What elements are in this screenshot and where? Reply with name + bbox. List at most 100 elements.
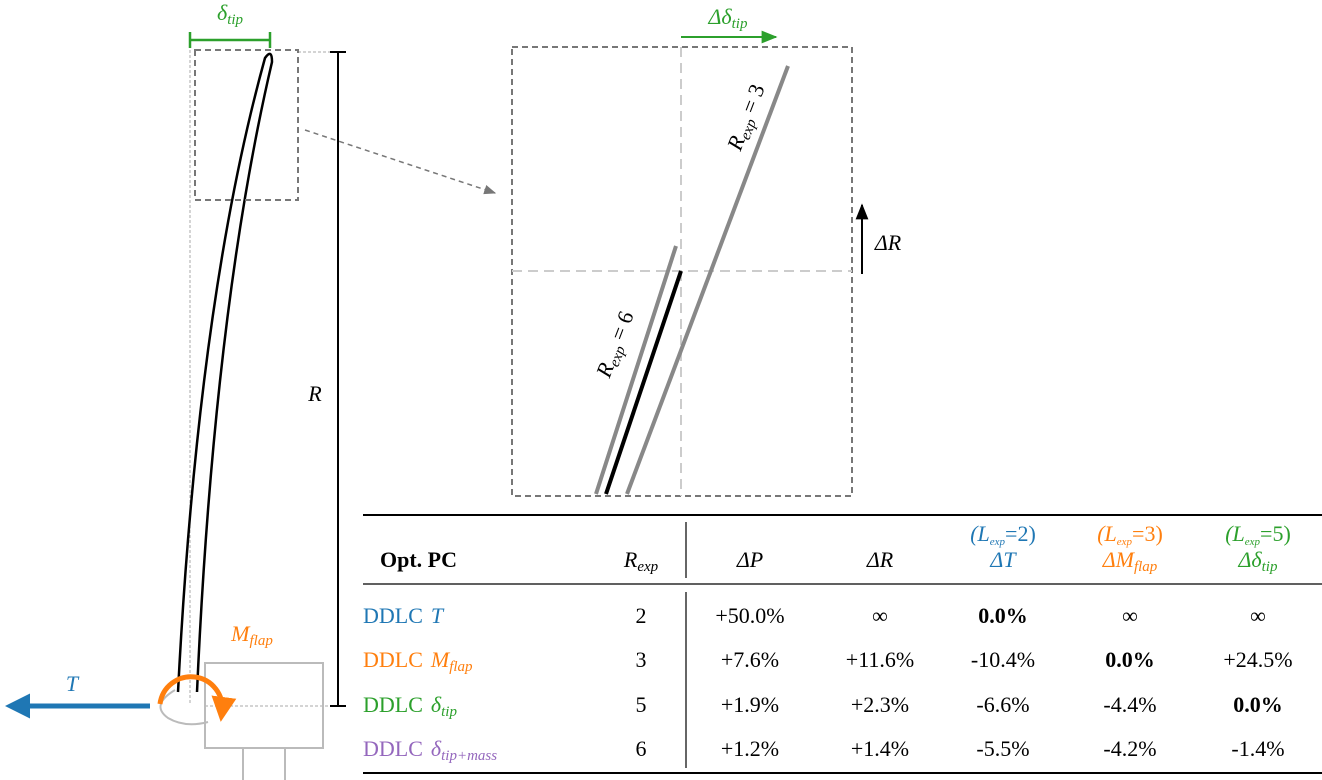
text-part: ΔT [989, 547, 1017, 572]
text-part: 3 [636, 647, 647, 672]
table [363, 514, 1322, 774]
text-part: T [66, 671, 80, 696]
text-part: exp [1117, 536, 1133, 548]
text-part: Opt. PC [380, 547, 457, 572]
text-part: Δδ [1238, 547, 1263, 572]
text-part: 0.0% [1233, 692, 1283, 717]
text-part: -10.4% [971, 647, 1035, 672]
text-part: ∞ [872, 603, 888, 628]
text-part: +11.6% [846, 647, 914, 672]
text-part: M [230, 621, 251, 646]
cell: -6.6% [976, 692, 1029, 717]
text-part: exp [607, 344, 630, 370]
column-header: Opt. PC [380, 547, 457, 572]
text-part: ΔP [736, 547, 763, 572]
curve-label: Rexp = 3 [721, 81, 772, 156]
nacelle [204, 662, 324, 749]
blade-diagram [5, 32, 497, 780]
row-label: DDLC δtip [363, 692, 457, 720]
text-part: tip [732, 16, 748, 32]
flap-moment-arrow [157, 674, 237, 722]
curve-r3 [625, 65, 790, 495]
text-part: δ [431, 692, 442, 717]
text-part: +50.0% [715, 603, 784, 628]
text-part: -4.4% [1103, 692, 1156, 717]
text-part: ∞ [1122, 603, 1138, 628]
text-part: tip [1262, 559, 1278, 575]
text-part: 0.0% [1105, 647, 1155, 672]
text-part: 0.0% [978, 603, 1028, 628]
text-part: flap [249, 633, 273, 649]
text-part: DDLC [363, 647, 423, 672]
cell: 0.0% [1233, 692, 1283, 717]
text-part: (L [970, 521, 990, 546]
text-part: flap [449, 659, 473, 675]
zoom-region [194, 49, 299, 201]
text-part: (L [1225, 521, 1245, 546]
cell: +7.6% [721, 647, 779, 672]
text-part: exp [1245, 536, 1261, 548]
text-part: ΔM [1102, 547, 1136, 572]
column-note: (Lexp=5) [1225, 521, 1291, 547]
text-part: DDLC [363, 692, 423, 717]
cell: +1.2% [721, 736, 779, 761]
text-part: DDLC [363, 603, 423, 628]
column-note: (Lexp=3) [1097, 521, 1163, 547]
radius-bar [330, 51, 346, 707]
text-part: =3) [1132, 521, 1163, 546]
column-header: ΔT [989, 547, 1017, 572]
cell: ∞ [872, 603, 888, 628]
blade [176, 52, 274, 693]
cell: ∞ [1122, 603, 1138, 628]
text-part: δ [217, 0, 228, 25]
cell: -1.4% [1231, 736, 1284, 761]
text-part: (L [1097, 521, 1117, 546]
text-part: Δδ [708, 4, 733, 29]
row-label: DDLC T [363, 603, 445, 628]
text-part: +1.4% [851, 736, 909, 761]
row-label: DDLC Mflap [363, 647, 473, 675]
column-header: ΔMflap [1102, 547, 1158, 575]
text-part: ∞ [1250, 603, 1266, 628]
row-label: DDLC δtip+mass [363, 736, 497, 764]
text-part: R [307, 381, 322, 406]
text-part: 2 [636, 603, 647, 628]
text-part: flap [1134, 559, 1158, 575]
column-header: ΔP [736, 547, 763, 572]
r-exp: 2 [636, 603, 647, 628]
text-part: -6.6% [976, 692, 1029, 717]
cell: ∞ [1250, 603, 1266, 628]
curve-ref [604, 270, 683, 495]
text-part: exp [637, 559, 658, 575]
column-header: Δδtip [1238, 547, 1278, 575]
r-exp: 5 [636, 692, 647, 717]
radius-change-label: ΔR [874, 230, 902, 255]
cell: -5.5% [976, 736, 1029, 761]
column-header: ΔR [866, 547, 894, 572]
text-part: 6 [636, 736, 647, 761]
text-part: tip [441, 704, 457, 720]
text-part: exp [738, 117, 761, 143]
cell: +50.0% [715, 603, 784, 628]
text-part: +2.3% [851, 692, 909, 717]
text-part: +1.9% [721, 692, 779, 717]
cell: -4.4% [1103, 692, 1156, 717]
zoom-view [511, 30, 869, 497]
curve-label: Rexp = 6 [590, 308, 641, 383]
text-part: = 6 [603, 308, 639, 349]
hub [159, 689, 209, 726]
cell: -4.2% [1103, 736, 1156, 761]
zoom-arrow [304, 129, 497, 195]
cell: -10.4% [971, 647, 1035, 672]
tip-bar [188, 32, 272, 48]
text-part: R [623, 547, 638, 572]
tip-deflection-label: δtip [217, 0, 244, 28]
cell: 0.0% [978, 603, 1028, 628]
text-part: T [431, 603, 445, 628]
text-part: δ [431, 736, 442, 761]
text-part: +1.2% [721, 736, 779, 761]
text-part: =2) [1005, 521, 1036, 546]
text-part: -1.4% [1231, 736, 1284, 761]
text-part: ΔR [866, 547, 894, 572]
